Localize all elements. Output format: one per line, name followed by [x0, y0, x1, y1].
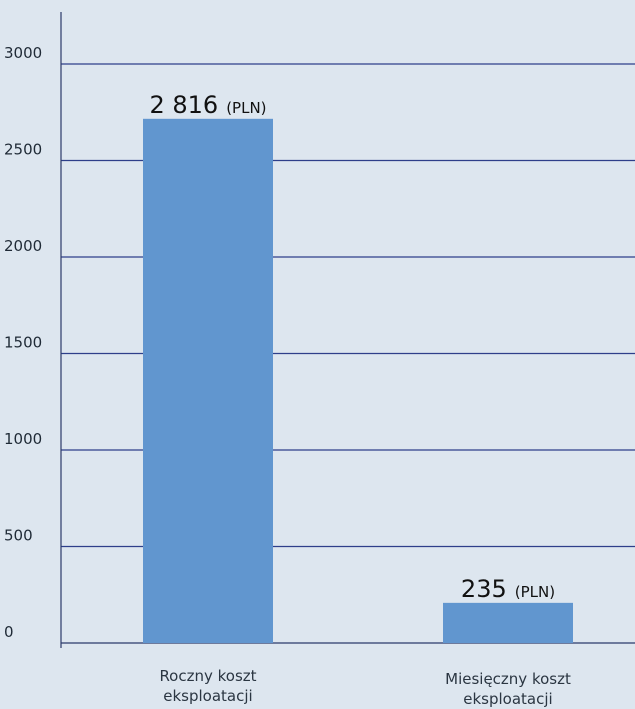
y-tick-label: 1500 [4, 334, 42, 352]
value-label-unit: (PLN) [226, 99, 266, 117]
value-label-unit: (PLN) [515, 583, 555, 601]
category-label: eksploatacji [163, 687, 252, 705]
y-tick-label: 3000 [4, 44, 42, 62]
value-label-number: 2 816 [149, 91, 218, 119]
category-label: eksploatacji [463, 690, 552, 708]
y-tick-label: 2000 [4, 237, 42, 255]
y-tick-label: 2500 [4, 141, 42, 159]
category-label: Roczny koszt [159, 667, 256, 685]
value-label: 2 816 (PLN) [149, 91, 266, 119]
value-label-number: 235 [461, 575, 507, 603]
category-labels: Roczny koszt eksploatacji Miesięczny koszt… [159, 667, 571, 708]
y-tick-label: 0 [4, 623, 14, 641]
y-tick-label: 500 [4, 527, 33, 545]
value-labels: 2 816 (PLN) 235 (PLN) [149, 91, 555, 603]
y-tick-labels: 0 500 1000 1500 2000 2500 3000 [4, 44, 42, 641]
bars [143, 118, 573, 643]
value-label: 235 (PLN) [461, 575, 555, 603]
y-tick-label: 1000 [4, 430, 42, 448]
bar-0 [143, 118, 273, 643]
category-label: Miesięczny koszt [445, 670, 571, 688]
bar-1 [443, 602, 573, 643]
